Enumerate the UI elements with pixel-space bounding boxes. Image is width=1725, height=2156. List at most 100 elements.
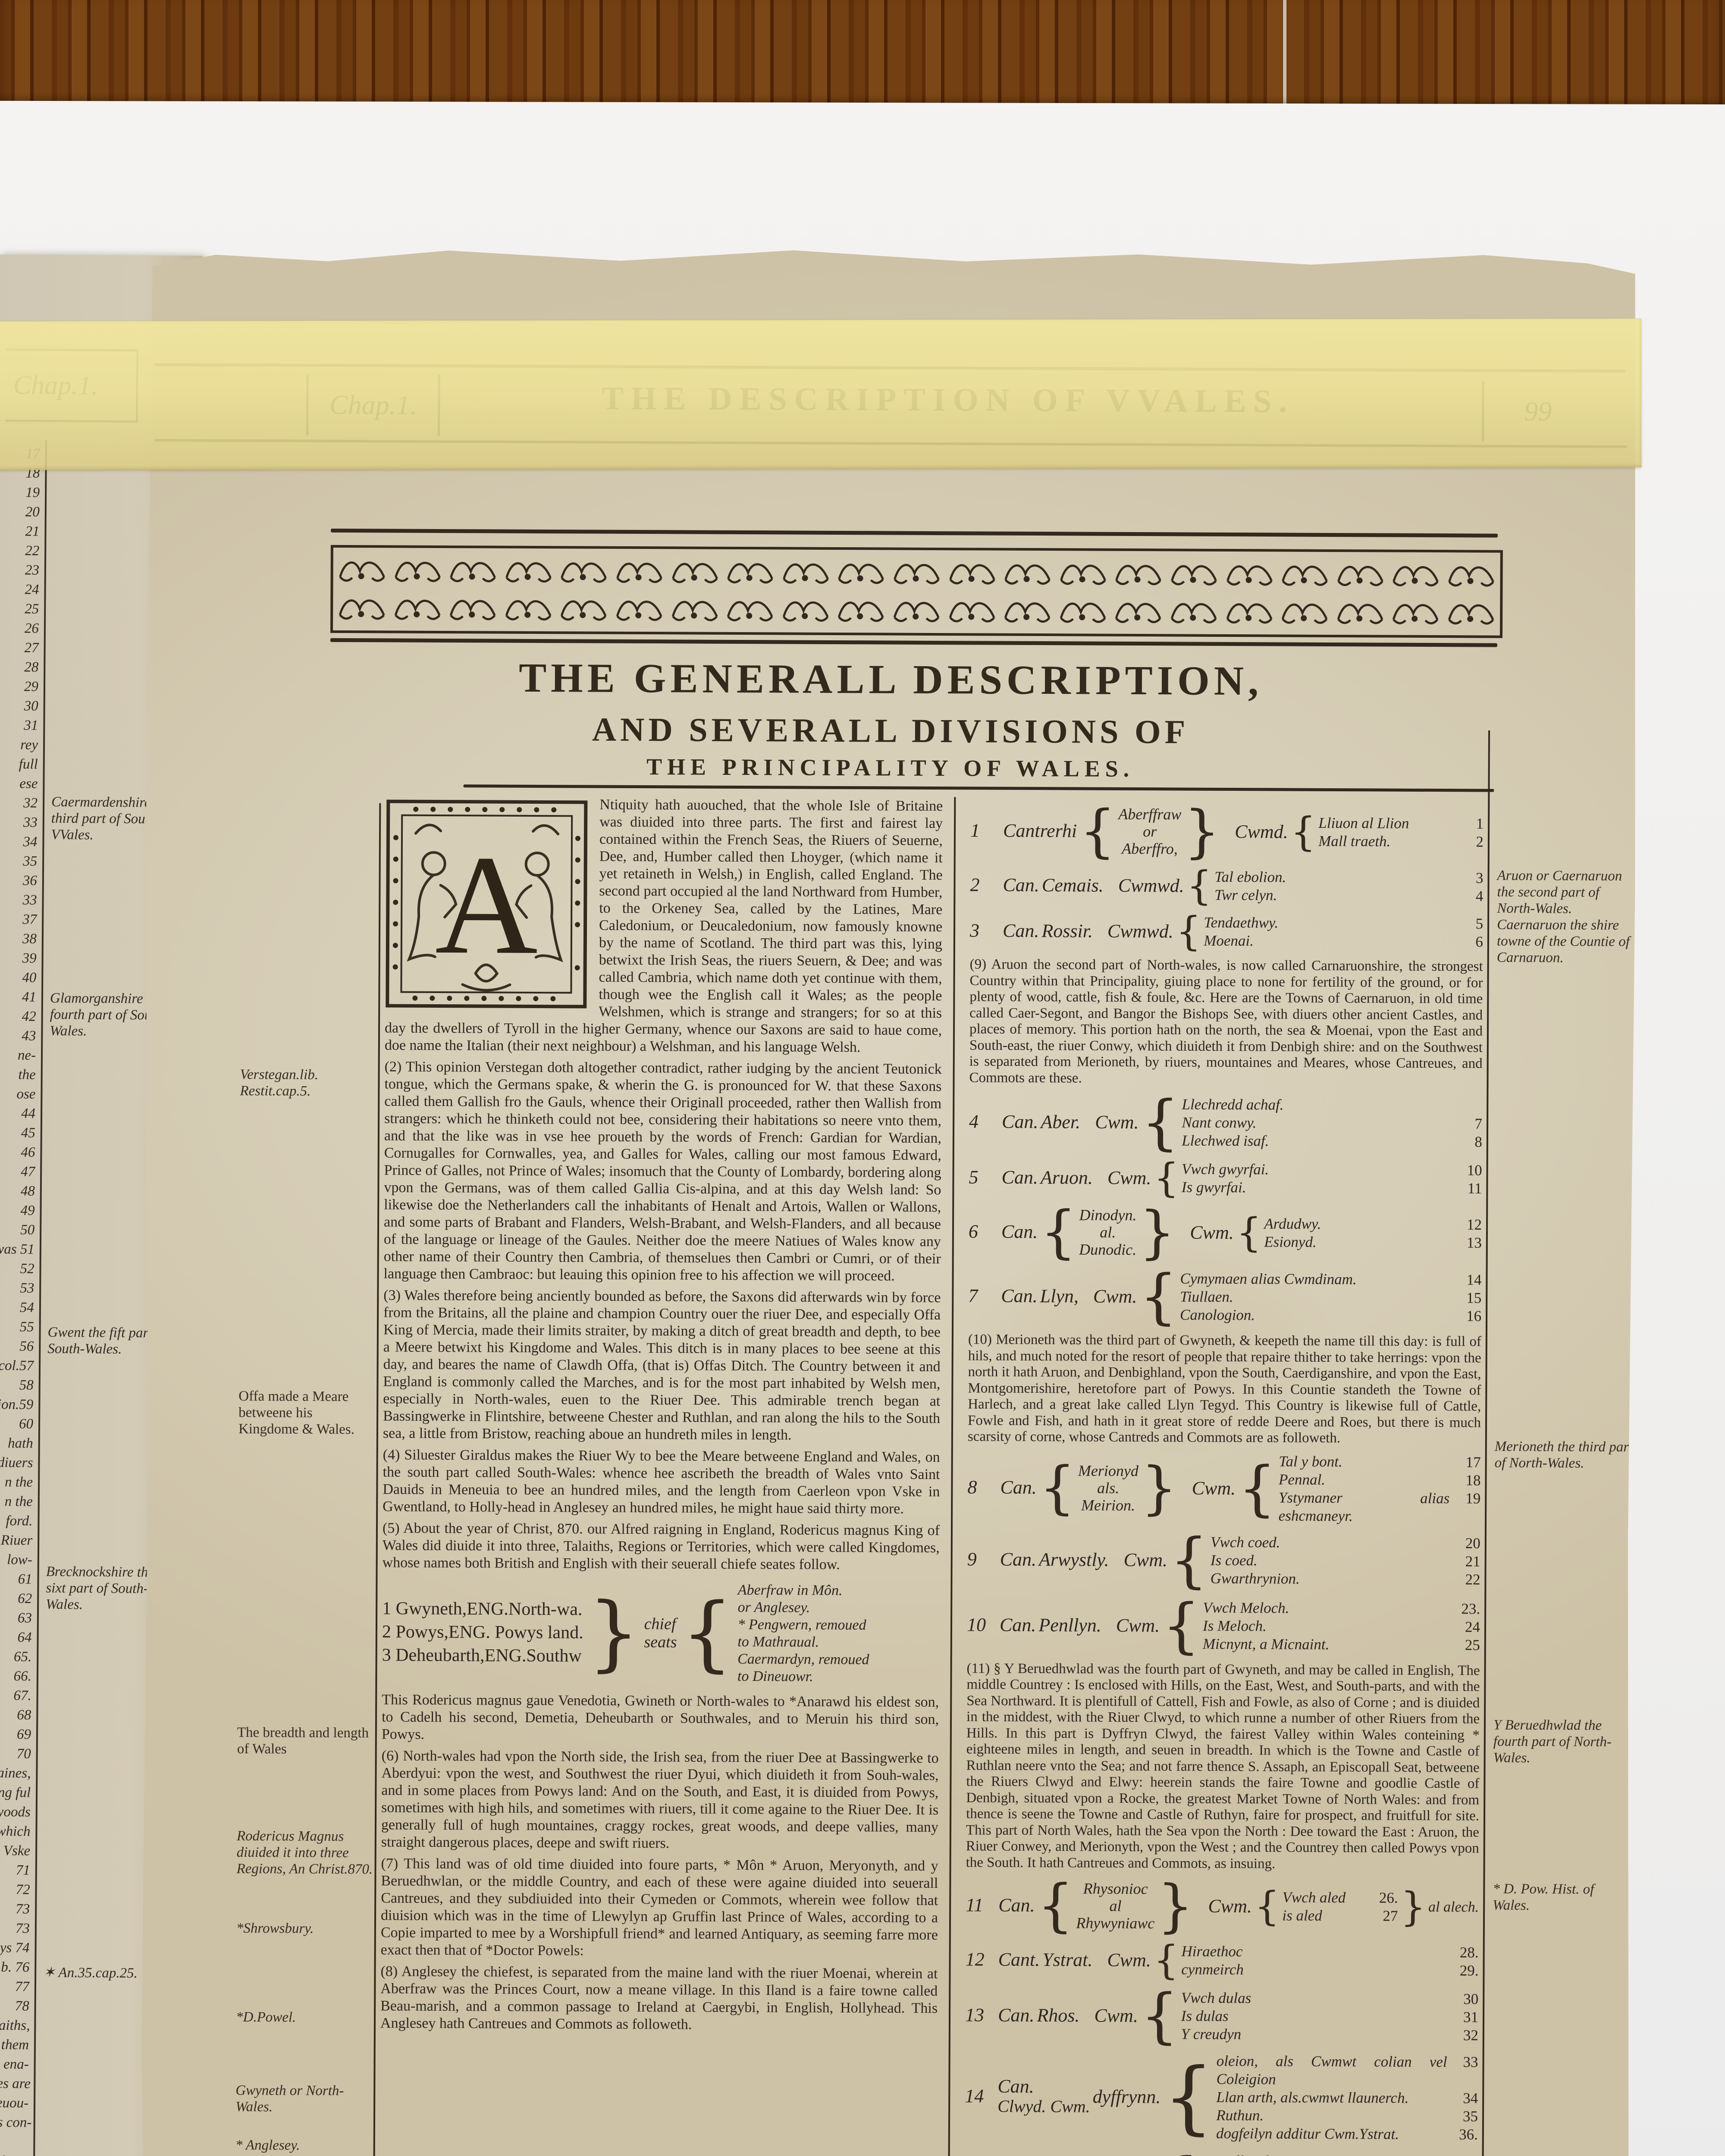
paragraph-1: A Ntiquity hath auouched, that the whole… — [385, 795, 943, 1056]
cantref-label: Can. — [1001, 1221, 1038, 1243]
fleuron-icon — [1113, 596, 1164, 627]
cantref-name: dyffrynn. — [1092, 2086, 1161, 2108]
commot-entry: Canologion. 16 — [1179, 1306, 1482, 1325]
seat-line: * Pengwern, remoued — [737, 1617, 866, 1633]
seat-line: Caermardyn, remoued — [737, 1651, 869, 1668]
fleuron-icon — [947, 595, 997, 627]
fleuron-icon — [1057, 558, 1108, 589]
commot-list: Vwch aled 26. is aled 27 — [1282, 1889, 1398, 1925]
commot-entry: Cymymaen alias Cwmdinam. 14 — [1180, 1270, 1482, 1288]
fleuron-icon — [780, 556, 831, 588]
commot-type-label: Cwmwd. — [1118, 875, 1184, 896]
paragraph-roderic: This Rodericus magnus gaue Venedotia, Gw… — [381, 1692, 939, 1742]
paragraph-3: (3) Wales therefore being anciently boun… — [383, 1287, 941, 1443]
margin-note-dpow-hist: * D. Pow. Hist. of Wales. — [1493, 1881, 1594, 1914]
cantref-label: Can. — [1002, 920, 1039, 942]
commot-entry: Is Meloch. 24 — [1202, 1617, 1480, 1636]
commot-entry: Lliuon al Llion 1 — [1318, 814, 1484, 832]
brace-close-icon: } — [587, 1585, 640, 1681]
commot-entry: Llechwed isaf. 8 — [1182, 1132, 1483, 1150]
commot-list: Vwch coed. 20 Is coed. 21 Gwarthrynion. 22 — [1211, 1533, 1480, 1589]
fleuron-icon — [1390, 597, 1441, 629]
commot-entry: Y creudyn 32 — [1181, 2025, 1478, 2044]
commot-entry: Llechredd achaf. — [1182, 1096, 1284, 1113]
commot-list: Vwch dulas 30 Is dulas 31 Y creudyn 32 — [1181, 1989, 1478, 2045]
main-title-line3: THE PRINCIPALITY OF WALES. — [646, 754, 1135, 782]
fleuron-icon — [558, 555, 609, 587]
margin-note-shrowsbury: *Shrowsbury. — [236, 1920, 314, 1937]
cantref-table-merioneth: 8 Can.{Merionyd als. Meirion.} Cwm.{Tal y bo… — [967, 1451, 1481, 1657]
commot-entry: Gwarthrynion. 22 — [1210, 1570, 1480, 1588]
fleuron-icon — [669, 556, 720, 587]
fleuron-icon — [1446, 597, 1496, 629]
commot-type-label: Cwm. — [1095, 1111, 1139, 1133]
margin-note-anglesey: * Anglesey. — [235, 2137, 300, 2153]
cantref-alias-stack: Dinodyn. al. Dunodic. — [1079, 1206, 1137, 1259]
cantref-row: 11 Can.{Rhysonioc al Rhywyniawc} Cwm.{Vwch a… — [966, 1872, 1479, 1940]
cantref-number: 14 — [965, 2085, 984, 2107]
commot-entry: Hiraethoc 28. — [1181, 1943, 1479, 1961]
ornament-band — [330, 545, 1503, 638]
margin-note-beruedhwlad: Y Beruedhwlad the fourth part of North-W… — [1493, 1717, 1612, 1766]
kingdom-names: 1 Gwyneth,ENG.North-wa. 2 Powys,ENG. Pow… — [382, 1600, 583, 1664]
fleuron-icon — [614, 556, 665, 587]
commot-entry: Is coed. 21 — [1210, 1551, 1480, 1570]
commot-entry: Vwch dulas 30 — [1181, 1989, 1479, 2008]
cantref-name: Ystrat. — [1042, 1949, 1093, 1971]
cantref-name: Rossir. — [1041, 920, 1093, 942]
fleuron-icon — [947, 557, 997, 589]
fleuron-icon — [891, 557, 942, 589]
cantref-name: Cemais. — [1041, 874, 1104, 896]
three-kingdoms-table: 1 Gwyneth,ENG.North-wa. 2 Powys,ENG. Pow… — [382, 1580, 939, 1686]
commot-entry: Vwch aled 26. — [1282, 1889, 1398, 1906]
cantref-table-arvon: 4 Can. Aber. Cwm.{Llechredd achaf. Nant conw… — [968, 1092, 1482, 1328]
cantref-name: Llyn, — [1040, 1285, 1079, 1307]
center-column-rule — [947, 797, 956, 2156]
paragraph-2: (2) This opinion Verstegan doth altogeth… — [383, 1059, 942, 1284]
fleuron-icon — [1224, 596, 1275, 628]
fleuron-icon — [1168, 558, 1219, 589]
fleuron-icon — [780, 594, 831, 626]
commot-entry: oleion, als Cwmwt colian vel Coleigion 33 — [1216, 2052, 1478, 2088]
cantref-name: Penllyn. — [1038, 1614, 1101, 1636]
fleuron-icon — [1335, 559, 1386, 590]
cantref-name: Aber. — [1041, 1111, 1081, 1133]
fleuron-icon — [891, 595, 942, 627]
cantref-number: 5 — [969, 1166, 979, 1188]
seat-line: or Anglesey. — [737, 1599, 810, 1616]
cantref-number: 6 — [968, 1221, 979, 1242]
commot-entry: Tal ebolion. 3 — [1214, 868, 1484, 887]
cantref-name: Aruon. — [1040, 1167, 1093, 1188]
cantref-row: 13 Can. Rhos. Cwm.{Vwch dulas 30 Is dulas 31 Y … — [965, 1981, 1479, 2051]
chief-seat-names: Aberfraw in Môn. or Anglesey. * Pengwern… — [737, 1582, 940, 1686]
commot-entry: cwnalls, als cwmwt cwm seled, — [1204, 2152, 1478, 2156]
book-page: Chap.1. THE DESCRIPTION OF VVALES. 99 TH… — [137, 241, 1639, 2156]
cantref-label: Can. Clwyd. Cwm. — [997, 2075, 1090, 2116]
fleuron-icon — [614, 594, 665, 625]
cantref-number: 1 — [970, 820, 980, 841]
commot-entry: Nant conwy. 7 — [1182, 1114, 1483, 1132]
cantref-row: 3 Can. Rossir. Cwmwd.{Tendaethwy. 5 Moenai. 6 — [969, 908, 1484, 955]
commot-list: Ardudwy. 12 Esionyd. 13 — [1264, 1215, 1482, 1252]
margin-note-breadth: The breadth and length of Wales — [237, 1724, 369, 1757]
fleuron-icon — [336, 592, 387, 624]
cantref-number: 13 — [965, 2004, 985, 2026]
paragraph-6: (6) North-wales had vpon the North side,… — [381, 1748, 939, 1852]
main-title-line1: THE GENERALL DESCRIPTION, — [518, 654, 1263, 704]
cantref-row: 12 Cant. Ystrat. Cwm.{Hiraethoc 28. cynmeirch… — [965, 1937, 1479, 1984]
commot-entry: Mall traeth. 2 — [1318, 832, 1484, 850]
brace-open-icon: { — [681, 1585, 734, 1681]
paragraph-9: (9) Aruon the second part of North-wales… — [969, 956, 1483, 1086]
cantref-row: 4 Can. Aber. Cwm.{Llechredd achaf. Nant conw… — [969, 1087, 1483, 1157]
cantref-row: 9 Can. Arwystly. Cwm.{Vwch coed. 20 Is coed. 2… — [967, 1525, 1480, 1595]
commot-entry: Is dulas 31 — [1181, 2007, 1479, 2026]
margin-note-gwyneth: Gwyneth or North-Wales. — [235, 2082, 344, 2115]
fleuron-icon — [392, 592, 443, 624]
cantref-alias-stack: Merionyd als. Meirion. — [1078, 1461, 1138, 1514]
fleuron-icon — [337, 555, 388, 586]
commot-entry: Vwch Meloch. 23. — [1203, 1599, 1480, 1617]
fleuron-icon — [724, 594, 775, 626]
paragraph-8: (8) Anglesey the chiefest, is separated … — [380, 1963, 938, 2033]
